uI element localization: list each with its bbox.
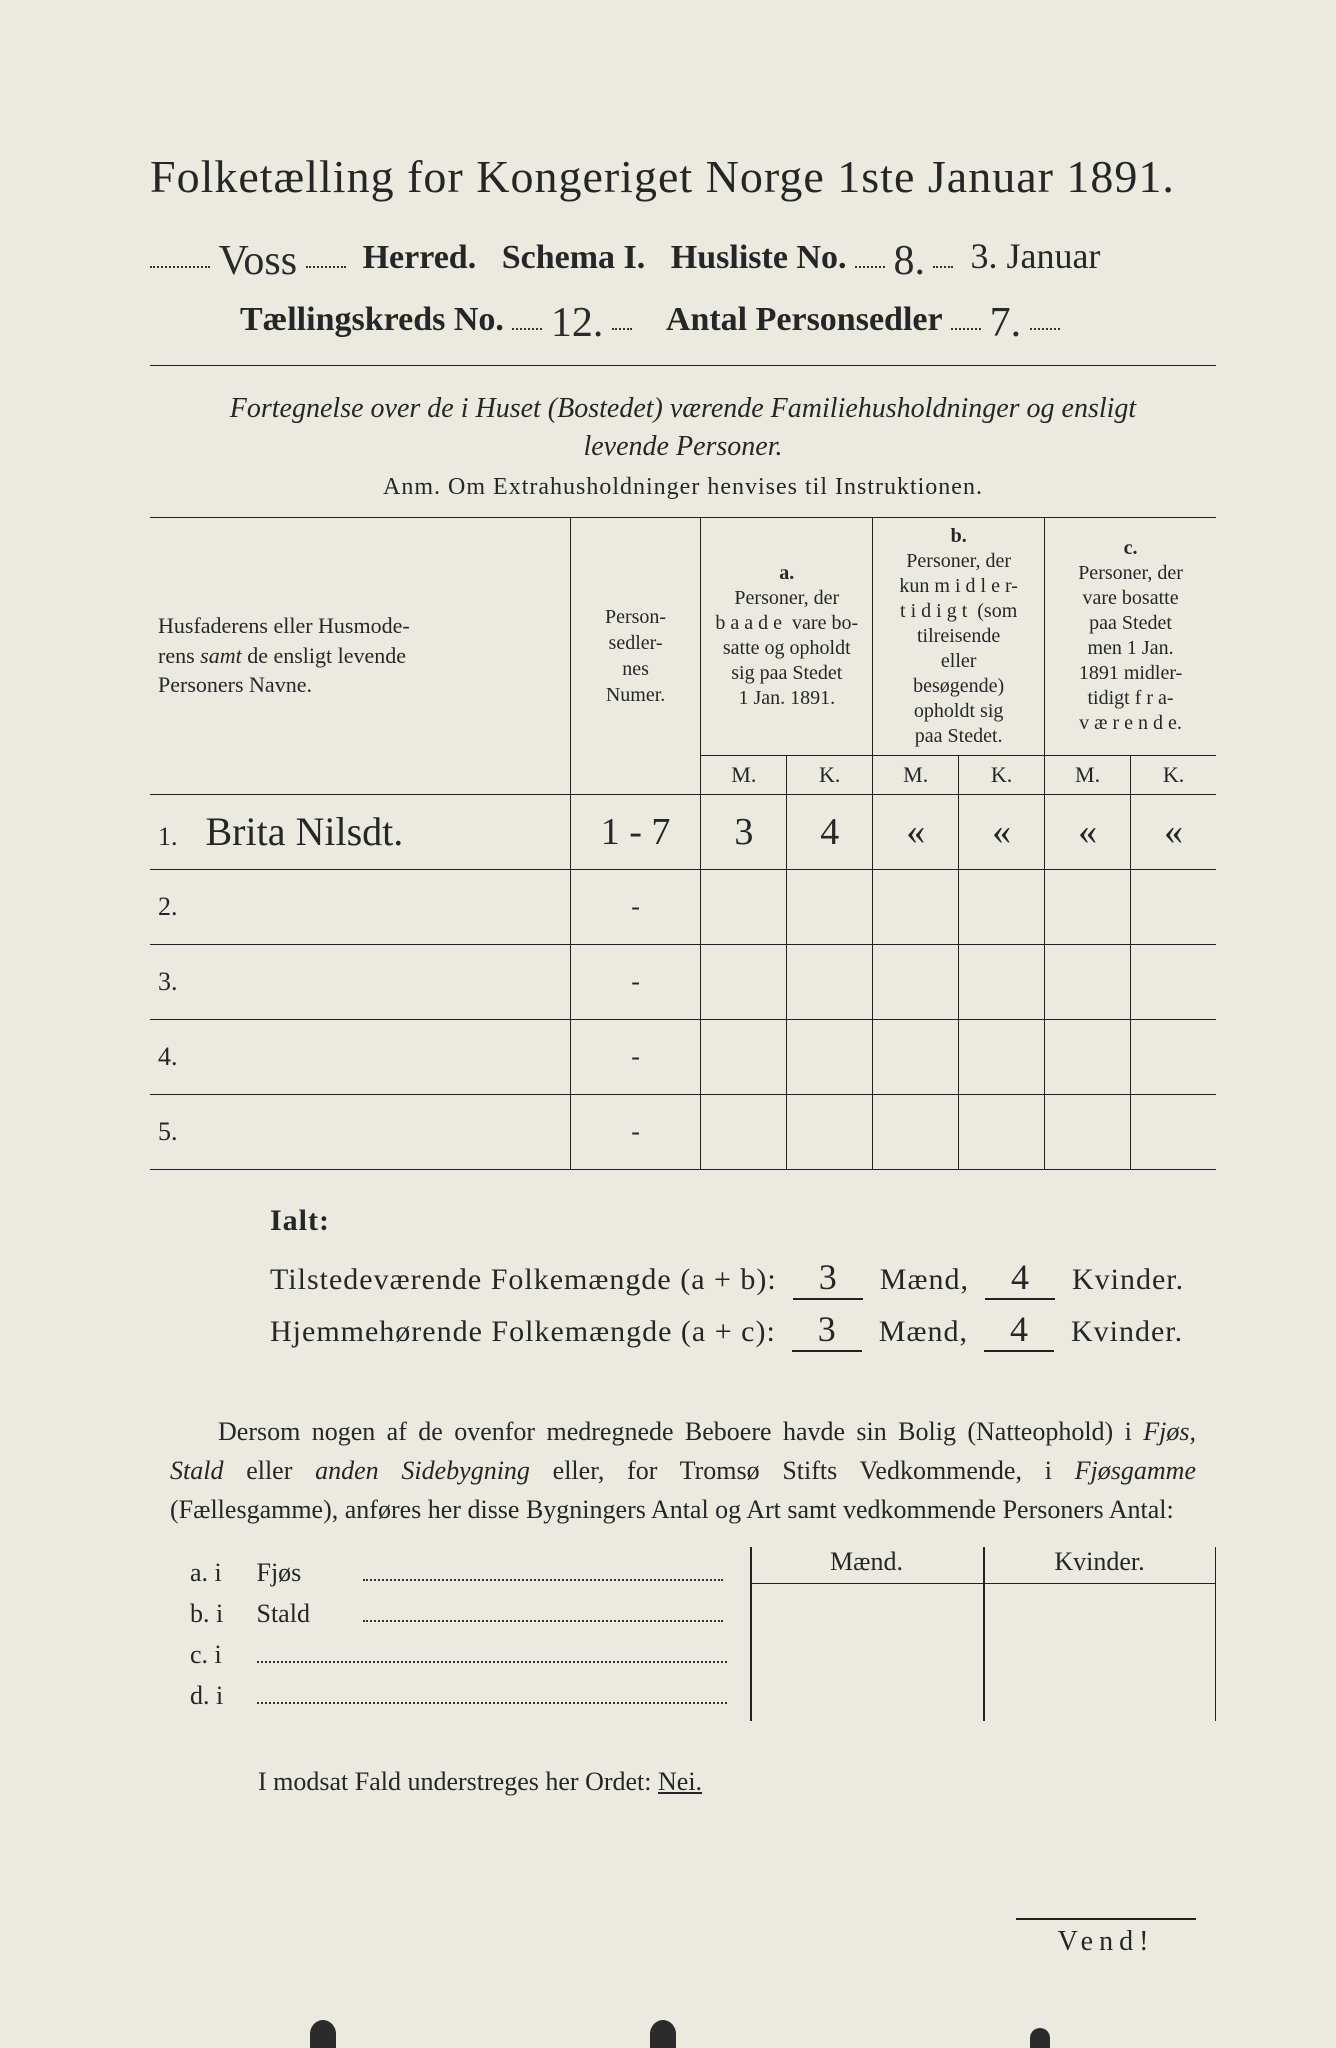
group-a-header: a.Personer, derb a a d e vare bo-satte o…	[701, 517, 873, 755]
divider	[150, 365, 1216, 366]
group-c-header: c.Personer, dervare bosattepaa Stedetmen…	[1045, 517, 1216, 755]
ialt-row-1: Tilstedeværende Folkemængde (a + b): 3 M…	[270, 1256, 1216, 1300]
paper-tear-icon	[1030, 2028, 1050, 2048]
paper-tear-icon	[310, 2020, 336, 2048]
kreds-no-hand: 12.	[551, 299, 604, 347]
table-row: 1. Brita Nilsdt. 1 - 7 3 4 « « « «	[150, 794, 1216, 869]
nei-word: Nei.	[658, 1767, 702, 1796]
husliste-no-hand: 8.	[893, 237, 925, 285]
kreds-label: Tællingskreds No.	[240, 301, 504, 338]
c-m: M.	[1045, 755, 1131, 794]
antal-label: Antal Personsedler	[666, 301, 943, 338]
col-name-header: Husfaderens eller Husmode-rens samt de e…	[150, 517, 570, 794]
table-row: 4. -	[150, 1019, 1216, 1094]
list-item: a. i Fjøs	[190, 1557, 750, 1588]
paper-tear-icon	[650, 2020, 676, 2048]
table-row: 5. -	[150, 1094, 1216, 1169]
list-item: c. i	[190, 1639, 750, 1670]
ialt-r1-m: 3	[793, 1256, 863, 1300]
c-k: K.	[1131, 755, 1216, 794]
table-row: 3. -	[150, 944, 1216, 1019]
b-k: K.	[959, 755, 1045, 794]
list-item: b. i Stald	[190, 1598, 750, 1629]
maend-header: Mænd.	[750, 1547, 983, 1577]
table-row: 2. -	[150, 869, 1216, 944]
ialt-r2-k: 4	[984, 1308, 1054, 1352]
dersom-paragraph: Dersom nogen af de ovenfor medregnede Be…	[170, 1412, 1196, 1529]
ialt-heading: Ialt:	[270, 1204, 1216, 1238]
husliste-label: Husliste No.	[671, 239, 847, 276]
building-count-block: a. i Fjøs b. i Stald c. i d. i Mænd. K	[190, 1547, 1216, 1721]
list-item: d. i	[190, 1680, 750, 1711]
a-m: M.	[701, 755, 787, 794]
vend-label: Vend!	[1016, 1918, 1196, 1958]
b-m: M.	[873, 755, 959, 794]
page-title: Folketælling for Kongeriget Norge 1ste J…	[150, 150, 1216, 203]
ialt-r1-k: 4	[985, 1256, 1055, 1300]
nei-line: I modsat Fald understreges her Ordet: Ne…	[210, 1767, 1216, 1797]
herred-label: Herred.	[363, 239, 477, 276]
building-list: a. i Fjøs b. i Stald c. i d. i	[190, 1547, 750, 1721]
household-table: Husfaderens eller Husmode-rens samt de e…	[150, 517, 1216, 1170]
col-personsedler-header: Person-sedler-nesNumer.	[570, 517, 701, 794]
herred-handwritten: Voss	[219, 237, 298, 285]
header-line-3: Tællingskreds No. 12. Antal Personsedler…	[150, 293, 1216, 341]
husliste-date-hand: 3. Januar	[970, 235, 1100, 277]
ialt-row-2: Hjemmehørende Folkemængde (a + c): 3 Mæn…	[270, 1308, 1216, 1352]
fortegnelse-text: Fortegnelse over de i Huset (Bostedet) v…	[190, 390, 1176, 466]
header-line-2: Voss Herred. Schema I. Husliste No. 8. 3…	[150, 231, 1216, 279]
group-b-header: b.Personer, derkun m i d l e r-t i d i g…	[873, 517, 1045, 755]
schema-label: Schema I.	[502, 239, 646, 276]
antal-hand: 7.	[990, 299, 1022, 347]
kvinder-header: Kvinder.	[983, 1547, 1216, 1577]
anm-text: Anm. Om Extrahusholdninger henvises til …	[150, 474, 1216, 501]
mk-columns: Mænd. Kvinder.	[750, 1547, 1216, 1721]
a-k: K.	[787, 755, 873, 794]
census-form-page: Folketælling for Kongeriget Norge 1ste J…	[0, 0, 1336, 2048]
ialt-block: Ialt: Tilstedeværende Folkemængde (a + b…	[270, 1204, 1216, 1352]
ialt-r2-m: 3	[792, 1308, 862, 1352]
name-hand: Brita Nilsdt.	[190, 809, 404, 854]
